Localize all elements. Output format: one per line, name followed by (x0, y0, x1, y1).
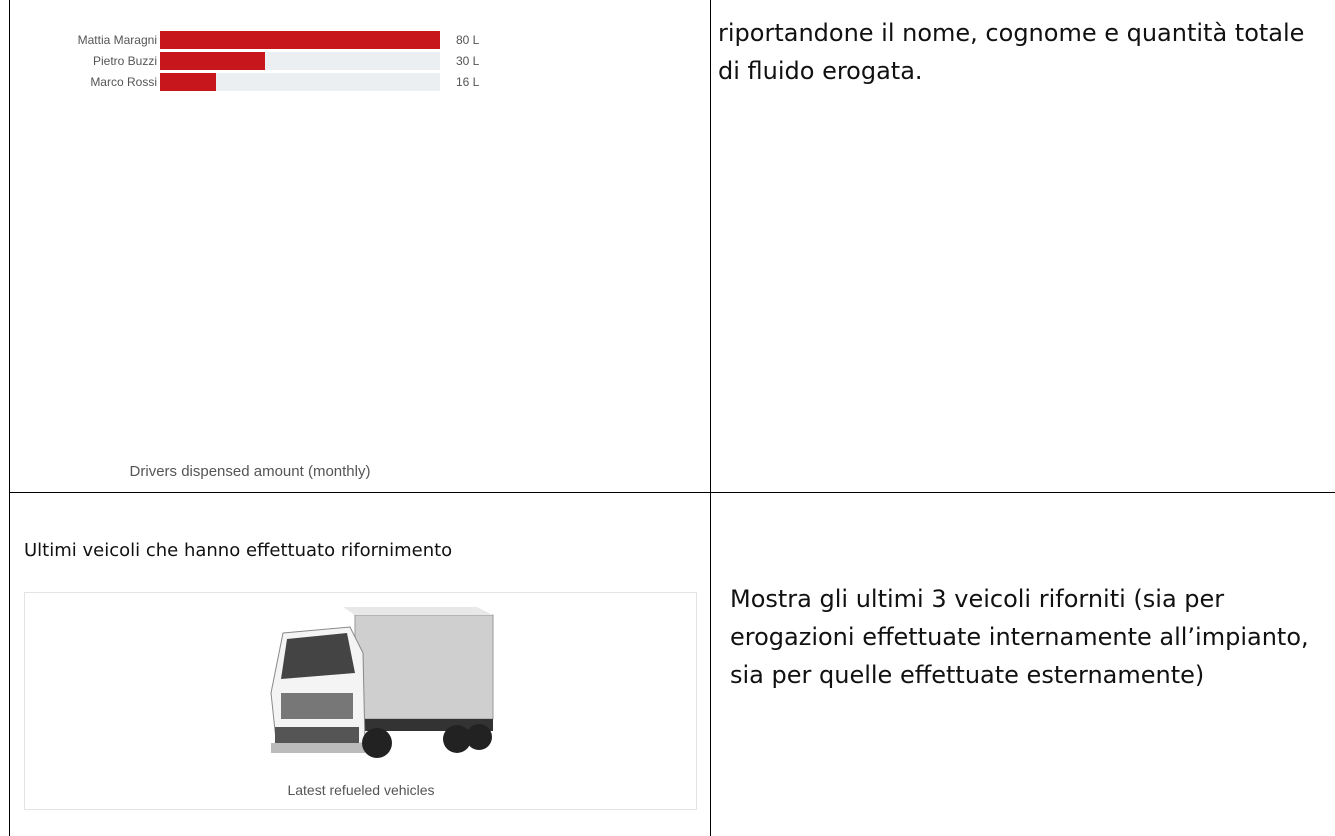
chart-title: Drivers dispensed amount (monthly) (130, 463, 371, 480)
section-heading: Ultimi veicoli che hanno effettuato rifo… (24, 540, 453, 561)
image-caption: Latest refueled vehicles (287, 782, 434, 798)
bar-track (160, 73, 440, 91)
bar (160, 73, 216, 91)
image-panel: Latest refueled vehicles (24, 592, 697, 810)
table-border (9, 492, 1335, 493)
category-label: Marco Rossi (90, 75, 157, 89)
category-label: Pietro Buzzi (93, 54, 157, 68)
value-label: 80 L (456, 33, 480, 47)
truck-image: Latest refueled vehicles (270, 607, 494, 798)
value-label: 16 L (456, 75, 480, 89)
description: Mostra gli ultimi 3 veicoli riforniti (s… (730, 585, 1309, 689)
value-label: 30 L (456, 54, 480, 68)
bar (160, 52, 265, 70)
table-border (9, 0, 10, 836)
description: riportandone il nome, cognome e quantità… (718, 19, 1305, 85)
category-label: Mattia Maragni (78, 33, 157, 47)
chart: Drivers dispensed amount (monthly) Matti… (10, 0, 507, 492)
table-border (710, 0, 711, 836)
bar (160, 31, 440, 49)
